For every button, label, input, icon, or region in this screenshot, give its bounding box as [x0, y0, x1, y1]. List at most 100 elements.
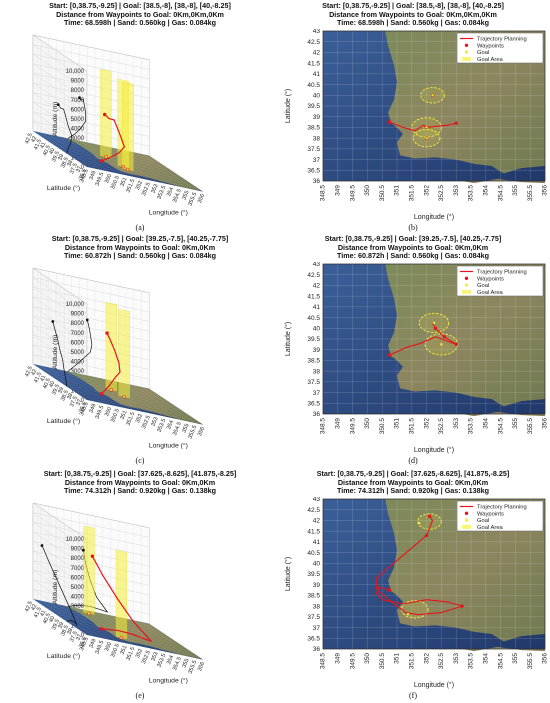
- x-tick-label: 355: [182, 423, 191, 434]
- floor-land: [65, 137, 203, 192]
- goal-mark: [418, 521, 421, 525]
- y-tick-label: 42.5: [307, 507, 320, 514]
- x-tick-label: 351.5: [126, 178, 137, 193]
- x-tick-label: 352.5: [141, 415, 152, 430]
- x-axis-label: Longitude (°): [149, 208, 188, 216]
- y-tick-label: 41: [39, 375, 47, 383]
- waypoint-mark: [424, 533, 429, 538]
- panel-caption: (c): [135, 456, 145, 465]
- goal-mark: [431, 94, 434, 97]
- floor-grid-x: [40, 365, 95, 402]
- x-tick-label: 355: [512, 418, 519, 429]
- floor-land: [65, 605, 203, 660]
- x-tick-label: 352.5: [438, 185, 445, 202]
- chart-svg-c: 010002000300040005000600070008000900010,…: [24, 267, 206, 449]
- panel-title-line: Start: [0,38.75,-9.25] | Goal: [39.25,-7…: [324, 234, 502, 243]
- x-tick-label: 348.5: [320, 185, 327, 202]
- floor-grid-x: [63, 370, 119, 407]
- y-tick-label: 38: [66, 393, 74, 401]
- y-tick-label: 36.5: [78, 169, 88, 181]
- panel-title-line: Distance from Waypoints to Goal: 0Km,0Km: [64, 242, 216, 252]
- z-tick-label: 3000: [71, 369, 85, 375]
- x-tick-label: 352: [135, 648, 144, 659]
- y-tick-label: 40: [313, 92, 321, 99]
- x-tick-label: 352: [423, 185, 430, 196]
- x-tick-label: 355.5: [188, 192, 199, 207]
- legend-label: Goal: [477, 50, 489, 56]
- y-tick-label: 43: [313, 262, 321, 268]
- legend-swatch: [462, 56, 471, 61]
- y-tick-label: 37: [313, 625, 321, 632]
- floor-grid-y: [46, 607, 163, 633]
- x-tick-label: 351.5: [126, 646, 137, 661]
- y-axis-label: Latitude (°): [284, 557, 292, 591]
- x-tick-label: 349: [89, 170, 98, 181]
- legend-label: Goal Area: [477, 57, 504, 63]
- floor-grid-x: [48, 367, 103, 404]
- x-tick-label: 351: [120, 177, 129, 188]
- y-tick-label: 38: [313, 368, 321, 375]
- x-tick-label: 349.5: [95, 640, 106, 655]
- z-tick-label: 9000: [71, 312, 85, 318]
- y-tick-label: 40.5: [307, 315, 320, 322]
- waypoint-shadow: [85, 318, 89, 322]
- y-tick-label: 42: [313, 50, 321, 57]
- panel-title-line: Distance from Waypoints to Goal: 0Km,0Km: [337, 477, 489, 487]
- legend-swatch: [464, 511, 469, 515]
- y-tick-label: 42.5: [307, 272, 320, 279]
- waypoint-mark: [460, 604, 464, 608]
- y-tick-label: 39.5: [307, 103, 320, 110]
- trajectory-line: [375, 515, 465, 616]
- z-tick-label: 8000: [71, 88, 85, 94]
- z-tick-label: 9000: [71, 79, 85, 85]
- x-tick-label: 356: [542, 653, 548, 664]
- x-axis-label: Longitude (°): [414, 681, 454, 689]
- legend-label: Goal: [477, 518, 489, 524]
- x-axis-label: Longitude (°): [414, 213, 454, 221]
- goal-mark: [432, 321, 436, 325]
- y-axis-label: Latitude (°): [284, 89, 292, 123]
- legend-label: Trajectory Planning: [477, 505, 527, 511]
- plot-frame: [322, 263, 546, 415]
- y-tick-label: 37.5: [307, 379, 320, 386]
- panel-b: Start: [0,38.75,-9.25] | Goal: [38.5,-8]…: [278, 1, 548, 234]
- z-tick-label: 7000: [71, 331, 85, 337]
- trajectory-line: [91, 555, 152, 642]
- x-tick-label: 355: [512, 185, 519, 196]
- waypoint-mark: [99, 627, 104, 631]
- panel-title-line: Time: 68.598h | Sand: 0.560kg | Gas: 0.0…: [63, 18, 217, 28]
- panel-d: Start: [0,38.75,-9.25] | Goal: [39.25,-7…: [278, 234, 548, 467]
- floor-grid-x: [125, 150, 181, 187]
- z-tick-label: 4000: [71, 360, 85, 366]
- y-tick-label: 37: [75, 634, 83, 642]
- z-tick-label: 8000: [71, 556, 85, 562]
- panel-title-line: Distance from Waypoints to Goal: 0Km,0Km: [337, 242, 489, 252]
- y-tick-label: 41: [313, 304, 321, 311]
- floor-grid-x: [63, 137, 119, 174]
- legend-swatch: [464, 276, 469, 280]
- x-tick-label: 356: [197, 426, 206, 437]
- x-tick-label: 352.5: [141, 650, 152, 665]
- y-tick-label: 39.5: [51, 151, 61, 163]
- y-tick-label: 43: [313, 497, 321, 503]
- x-tick-label: 351: [120, 645, 129, 656]
- x-tick-label: 354.5: [172, 656, 183, 671]
- goal-area-mark: [417, 513, 442, 530]
- z-axis-label: Altitude (m): [52, 570, 59, 605]
- y-tick-label: 42.5: [24, 133, 34, 145]
- floor-grid-y: [55, 378, 172, 404]
- panel-caption: (d): [408, 456, 418, 465]
- x-tick-label: 350: [104, 173, 113, 184]
- x-tick-label: 354.5: [497, 653, 504, 670]
- waypoint-mark: [103, 112, 107, 117]
- floor-grid-y: [77, 628, 195, 654]
- y-tick-label: 40.5: [42, 145, 52, 157]
- x-tick-label: 352.5: [141, 182, 152, 197]
- x-tick-label: 352.5: [438, 418, 445, 435]
- panel-e: Start: [0,38.75,-9.25] | Goal: [37.625,-…: [5, 469, 275, 702]
- floor-grid-x: [133, 620, 188, 657]
- y-tick-label: 37.5: [69, 631, 79, 643]
- floor-grid-x: [40, 600, 95, 637]
- y-tick-label: 37.5: [69, 163, 79, 175]
- y-tick-label: 41.5: [33, 607, 43, 619]
